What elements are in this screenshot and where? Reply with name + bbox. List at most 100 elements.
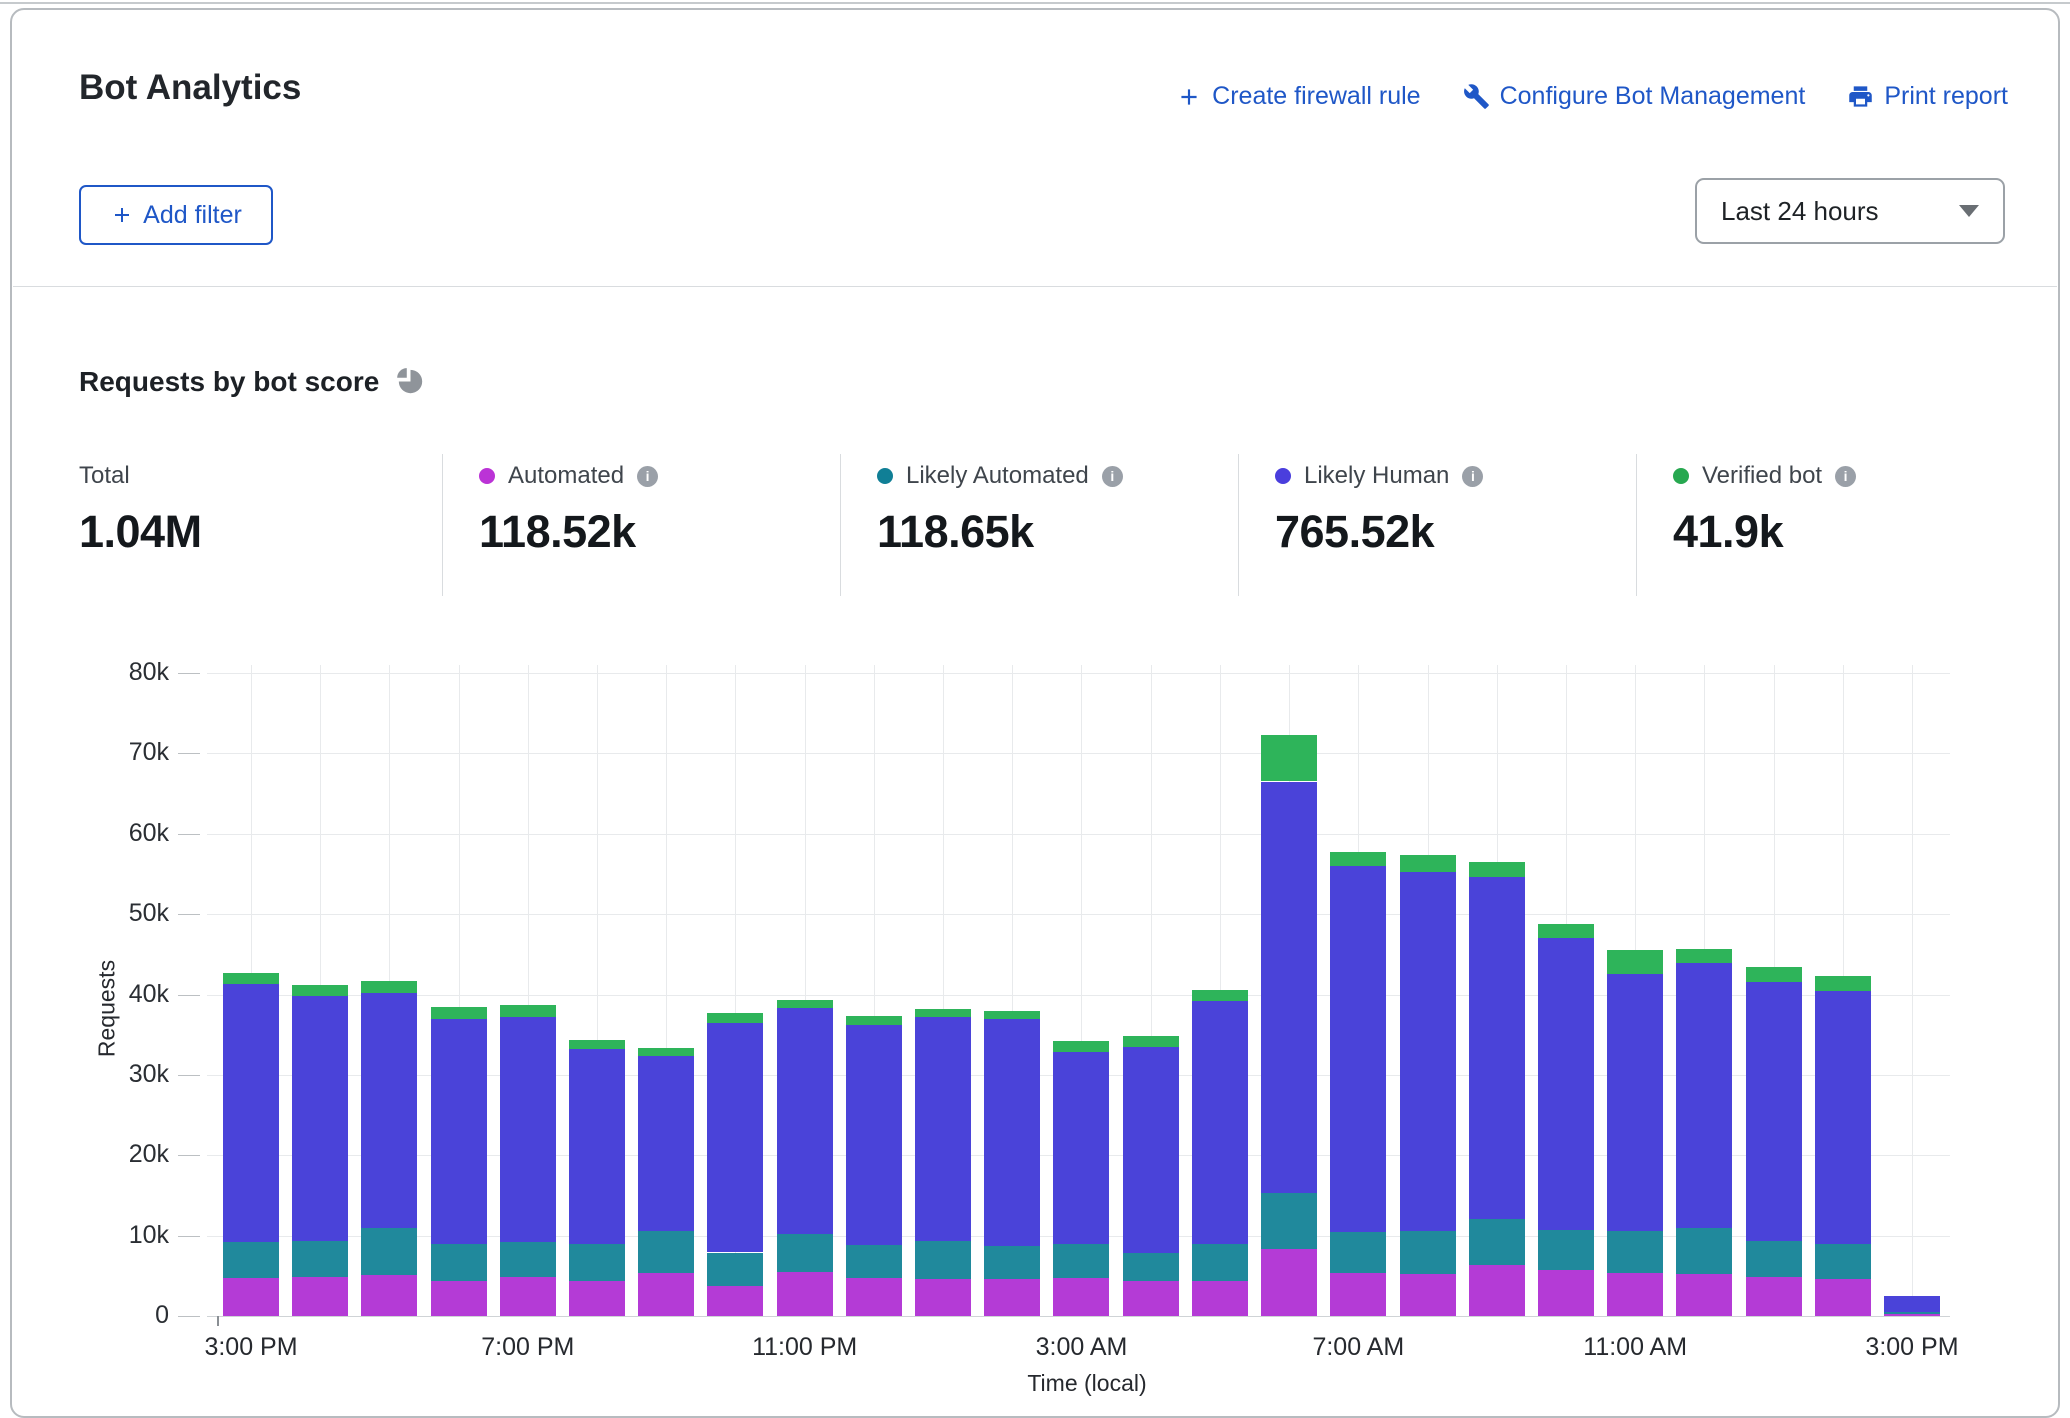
chart-bar-segment-verified-bot[interactable] [292,985,348,996]
chart-bar-segment-likely-human[interactable] [1607,974,1663,1230]
chart-bar-segment-automated[interactable] [1469,1265,1525,1316]
configure-bot-management-link[interactable]: Configure Bot Management [1463,82,1806,111]
chart-bar-segment-likely-human[interactable] [431,1019,487,1244]
chart-bar-segment-automated[interactable] [777,1272,833,1316]
chart-bar-segment-likely-human[interactable] [1469,877,1525,1219]
chart-bar-segment-verified-bot[interactable] [638,1048,694,1056]
chart-bar-segment-likely-automated[interactable] [638,1231,694,1273]
chart-bar-segment-likely-automated[interactable] [1815,1244,1871,1279]
chart-bar-segment-likely-automated[interactable] [292,1241,348,1277]
chart-bar-segment-verified-bot[interactable] [1330,852,1386,866]
chart-bar-segment-likely-automated[interactable] [777,1234,833,1272]
chart-bar-segment-likely-automated[interactable] [1330,1232,1386,1273]
chart-bar-segment-automated[interactable] [707,1286,763,1316]
chart-bar-segment-automated[interactable] [638,1273,694,1316]
chart-bar-segment-verified-bot[interactable] [1538,924,1594,938]
info-icon[interactable]: i [1102,466,1123,487]
chart-bar-segment-verified-bot[interactable] [1400,855,1456,871]
chart-bar-segment-automated[interactable] [984,1279,1040,1316]
chart-bar-segment-verified-bot[interactable] [1123,1036,1179,1046]
chart-bar-segment-automated[interactable] [1330,1273,1386,1316]
chart-bar-segment-automated[interactable] [1884,1314,1940,1316]
chart-bar-segment-likely-automated[interactable] [223,1242,279,1278]
chart-bar-segment-verified-bot[interactable] [569,1040,625,1049]
chart-bar-segment-verified-bot[interactable] [1607,950,1663,974]
chart-bar-segment-likely-human[interactable] [569,1049,625,1244]
info-icon[interactable]: i [1462,466,1483,487]
chart-bar-segment-verified-bot[interactable] [500,1005,556,1017]
chart-bar-segment-verified-bot[interactable] [361,981,417,993]
chart-bar-segment-likely-automated[interactable] [569,1244,625,1281]
chart-bar-segment-likely-automated[interactable] [984,1246,1040,1279]
chart-bar-segment-automated[interactable] [569,1281,625,1316]
chart-bar-segment-automated[interactable] [1746,1277,1802,1316]
chart-bar-segment-automated[interactable] [1053,1278,1109,1316]
chart-bar-segment-automated[interactable] [1123,1281,1179,1316]
chart-bar-segment-likely-automated[interactable] [1538,1230,1594,1270]
chart-bar-segment-likely-automated[interactable] [1192,1244,1248,1281]
chart-bar-segment-likely-human[interactable] [1538,938,1594,1230]
chart-bar-segment-likely-human[interactable] [500,1017,556,1242]
chart-bar-segment-likely-automated[interactable] [1261,1193,1317,1249]
chart-bar-segment-verified-bot[interactable] [1815,976,1871,991]
chart-bar-segment-likely-automated[interactable] [1123,1253,1179,1280]
chart-bar-segment-verified-bot[interactable] [1192,990,1248,1000]
chart-bar-segment-likely-human[interactable] [1746,982,1802,1242]
chart-bar-segment-likely-automated[interactable] [1053,1244,1109,1278]
info-icon[interactable]: i [637,466,658,487]
chart-bar-segment-automated[interactable] [1192,1281,1248,1316]
chart-bar-segment-likely-automated[interactable] [1469,1219,1525,1266]
chart-bar-segment-likely-human[interactable] [1261,782,1317,1194]
chart-bar-segment-likely-automated[interactable] [1400,1231,1456,1274]
chart-bar-segment-verified-bot[interactable] [707,1013,763,1023]
chart-bar-segment-automated[interactable] [361,1275,417,1316]
chart-bar-segment-likely-human[interactable] [1192,1001,1248,1244]
chart-bar-segment-automated[interactable] [1607,1273,1663,1316]
chart-bar-segment-likely-human[interactable] [707,1023,763,1253]
chart-bar-segment-likely-human[interactable] [223,984,279,1242]
chart-bar-segment-automated[interactable] [1538,1270,1594,1316]
chart-bar-segment-likely-human[interactable] [1330,866,1386,1233]
chart-bar-segment-likely-human[interactable] [361,993,417,1228]
chart-bar-segment-automated[interactable] [292,1277,348,1316]
print-report-link[interactable]: Print report [1847,82,2008,111]
chart-bar-segment-likely-automated[interactable] [361,1228,417,1275]
chart-bar-segment-verified-bot[interactable] [1746,967,1802,981]
create-firewall-rule-link[interactable]: Create firewall rule [1176,82,1420,111]
chart-bar-segment-likely-human[interactable] [638,1056,694,1231]
chart-bar-segment-verified-bot[interactable] [431,1007,487,1019]
chart-bar-segment-verified-bot[interactable] [1053,1041,1109,1051]
chart-bar-segment-likely-human[interactable] [292,996,348,1241]
chart-bar-segment-likely-human[interactable] [1676,963,1732,1227]
chart-bar-segment-automated[interactable] [915,1279,971,1316]
chart-bar-segment-automated[interactable] [1676,1274,1732,1316]
info-icon[interactable]: i [1835,466,1856,487]
chart-bar-segment-likely-automated[interactable] [846,1245,902,1278]
chart-bar-segment-likely-human[interactable] [1123,1047,1179,1254]
chart-bar-segment-verified-bot[interactable] [223,973,279,984]
chart-bar-segment-likely-human[interactable] [1400,872,1456,1231]
chart-bar-segment-likely-automated[interactable] [1607,1231,1663,1273]
chart-bar-segment-verified-bot[interactable] [1261,735,1317,782]
chart-bar-segment-likely-automated[interactable] [915,1241,971,1279]
chart-bar-segment-likely-human[interactable] [1815,991,1871,1244]
chart-bar-segment-likely-automated[interactable] [500,1242,556,1277]
chart-bar-segment-likely-automated[interactable] [1676,1228,1732,1275]
add-filter-button[interactable]: Add filter [79,185,273,245]
chart-bar-segment-verified-bot[interactable] [1676,949,1732,963]
chart-bar-segment-automated[interactable] [1400,1274,1456,1316]
chart-bar-segment-likely-human[interactable] [1053,1052,1109,1245]
chart-bar-segment-verified-bot[interactable] [984,1011,1040,1020]
chart-bar-segment-likely-automated[interactable] [1884,1312,1940,1314]
chart-bar-segment-likely-human[interactable] [846,1025,902,1245]
chart-bar-segment-likely-human[interactable] [915,1017,971,1241]
chart-bar-segment-verified-bot[interactable] [777,1000,833,1008]
chart-bar-segment-automated[interactable] [846,1278,902,1316]
chart-bar-segment-likely-automated[interactable] [431,1244,487,1280]
chart-bar-segment-likely-automated[interactable] [707,1253,763,1287]
chart-bar-segment-automated[interactable] [1815,1279,1871,1316]
chart-bar-segment-likely-human[interactable] [984,1019,1040,1246]
chart-bar-segment-automated[interactable] [431,1281,487,1316]
chart-bar-segment-likely-automated[interactable] [1746,1241,1802,1276]
chart-bar-segment-automated[interactable] [500,1277,556,1316]
